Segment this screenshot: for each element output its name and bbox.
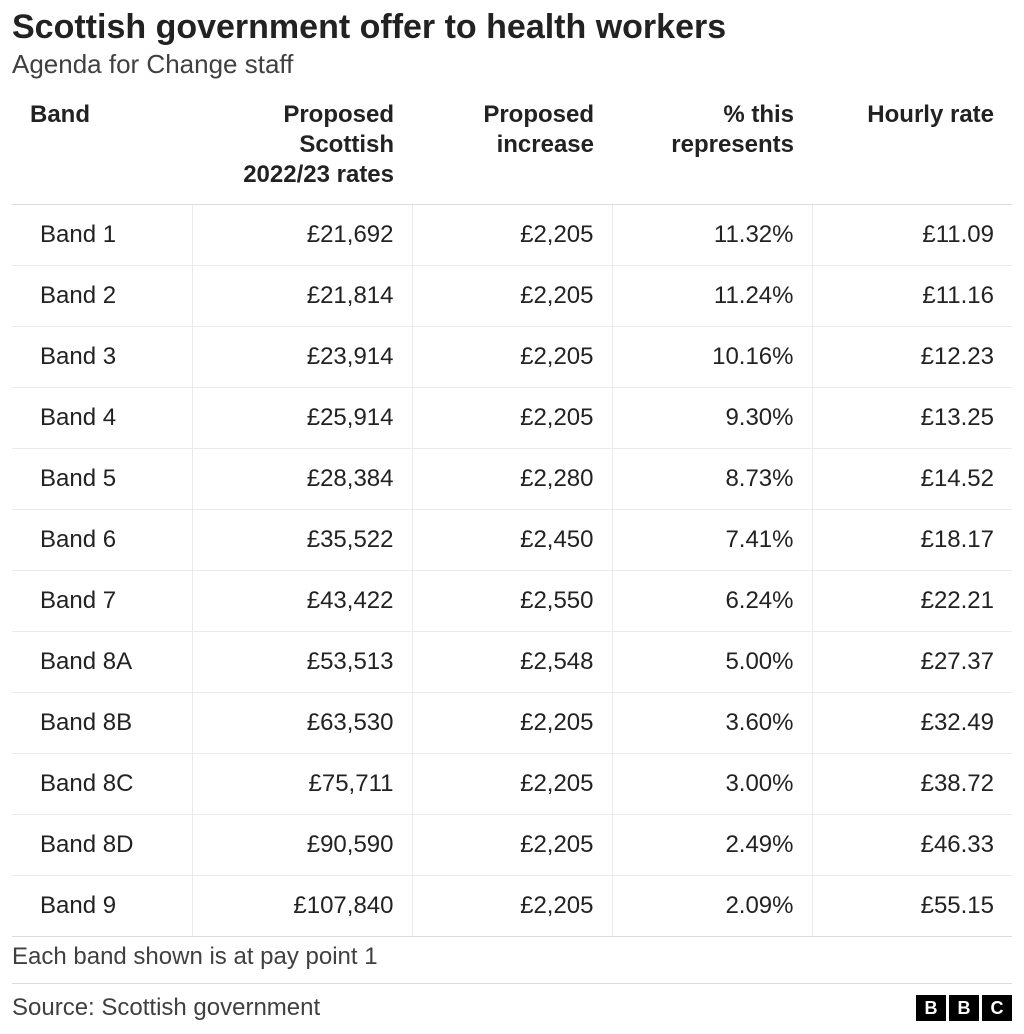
table-row: Band 8D£90,590£2,2052.49%£46.33 xyxy=(12,815,1012,876)
source-row: Source: Scottish government B B C xyxy=(12,983,1012,1022)
table-cell: £63,530 xyxy=(192,693,412,754)
col-percent: % this represents xyxy=(612,90,812,205)
table-cell: 7.41% xyxy=(612,510,812,571)
table-row: Band 5£28,384£2,2808.73%£14.52 xyxy=(12,449,1012,510)
table-cell: Band 1 xyxy=(12,205,192,266)
bbc-logo-b1: B xyxy=(916,995,946,1021)
table-cell: £12.23 xyxy=(812,327,1012,388)
table-cell: 10.16% xyxy=(612,327,812,388)
source-text: Source: Scottish government xyxy=(12,994,320,1022)
table-cell: £27.37 xyxy=(812,632,1012,693)
table-cell: Band 8D xyxy=(12,815,192,876)
table-cell: £21,692 xyxy=(192,205,412,266)
table-cell: £2,205 xyxy=(412,266,612,327)
table-row: Band 1£21,692£2,20511.32%£11.09 xyxy=(12,205,1012,266)
table-cell: £2,280 xyxy=(412,449,612,510)
table-cell: 6.24% xyxy=(612,571,812,632)
chart-title: Scottish government offer to health work… xyxy=(12,8,1012,47)
table-cell: £53,513 xyxy=(192,632,412,693)
table-cell: 8.73% xyxy=(612,449,812,510)
table-cell: £107,840 xyxy=(192,876,412,937)
table-cell: 2.49% xyxy=(612,815,812,876)
bbc-logo-c: C xyxy=(982,995,1012,1021)
table-cell: £90,590 xyxy=(192,815,412,876)
table-cell: 11.24% xyxy=(612,266,812,327)
table-cell: £43,422 xyxy=(192,571,412,632)
table-cell: Band 8B xyxy=(12,693,192,754)
chart-subtitle: Agenda for Change staff xyxy=(12,49,1012,80)
table-cell: 3.00% xyxy=(612,754,812,815)
footnote: Each band shown is at pay point 1 xyxy=(12,937,1012,975)
table-cell: Band 9 xyxy=(12,876,192,937)
table-cell: £18.17 xyxy=(812,510,1012,571)
table-row: Band 8A£53,513£2,5485.00%£27.37 xyxy=(12,632,1012,693)
table-cell: £2,550 xyxy=(412,571,612,632)
table-cell: £2,205 xyxy=(412,876,612,937)
table-cell: Band 3 xyxy=(12,327,192,388)
table-row: Band 3£23,914£2,20510.16%£12.23 xyxy=(12,327,1012,388)
table-row: Band 8C£75,711£2,2053.00%£38.72 xyxy=(12,754,1012,815)
table-cell: Band 4 xyxy=(12,388,192,449)
table-cell: £28,384 xyxy=(192,449,412,510)
bbc-logo-b2: B xyxy=(949,995,979,1021)
table-cell: 11.32% xyxy=(612,205,812,266)
col-hourly: Hourly rate xyxy=(812,90,1012,205)
table-cell: Band 8A xyxy=(12,632,192,693)
table-cell: £2,205 xyxy=(412,693,612,754)
table-cell: Band 6 xyxy=(12,510,192,571)
col-rates: Proposed Scottish 2022/23 rates xyxy=(192,90,412,205)
table-row: Band 8B£63,530£2,2053.60%£32.49 xyxy=(12,693,1012,754)
table-cell: £11.09 xyxy=(812,205,1012,266)
table-row: Band 6£35,522£2,4507.41%£18.17 xyxy=(12,510,1012,571)
table-cell: Band 2 xyxy=(12,266,192,327)
table-cell: £21,814 xyxy=(192,266,412,327)
table-row: Band 9£107,840£2,2052.09%£55.15 xyxy=(12,876,1012,937)
table-cell: £55.15 xyxy=(812,876,1012,937)
table-cell: £35,522 xyxy=(192,510,412,571)
col-increase: Proposed increase xyxy=(412,90,612,205)
table-row: Band 7£43,422£2,5506.24%£22.21 xyxy=(12,571,1012,632)
table-header-row: Band Proposed Scottish 2022/23 rates Pro… xyxy=(12,90,1012,205)
table-cell: 9.30% xyxy=(612,388,812,449)
table-row: Band 4£25,914£2,2059.30%£13.25 xyxy=(12,388,1012,449)
table-cell: £22.21 xyxy=(812,571,1012,632)
table-cell: £23,914 xyxy=(192,327,412,388)
table-row: Band 2£21,814£2,20511.24%£11.16 xyxy=(12,266,1012,327)
table-cell: £2,450 xyxy=(412,510,612,571)
table-cell: £2,205 xyxy=(412,205,612,266)
table-cell: £11.16 xyxy=(812,266,1012,327)
table-cell: £75,711 xyxy=(192,754,412,815)
col-band: Band xyxy=(12,90,192,205)
table-cell: £2,205 xyxy=(412,327,612,388)
table-cell: 2.09% xyxy=(612,876,812,937)
table-cell: Band 8C xyxy=(12,754,192,815)
table-cell: £46.33 xyxy=(812,815,1012,876)
table-cell: £2,205 xyxy=(412,754,612,815)
table-cell: £2,205 xyxy=(412,388,612,449)
table-cell: £13.25 xyxy=(812,388,1012,449)
table-cell: 5.00% xyxy=(612,632,812,693)
table-cell: £2,205 xyxy=(412,815,612,876)
table-cell: £38.72 xyxy=(812,754,1012,815)
table-cell: Band 5 xyxy=(12,449,192,510)
table-cell: £2,548 xyxy=(412,632,612,693)
table-cell: £14.52 xyxy=(812,449,1012,510)
table-cell: £32.49 xyxy=(812,693,1012,754)
pay-table: Band Proposed Scottish 2022/23 rates Pro… xyxy=(12,90,1012,937)
bbc-logo: B B C xyxy=(916,995,1012,1021)
table-cell: Band 7 xyxy=(12,571,192,632)
table-cell: £25,914 xyxy=(192,388,412,449)
table-cell: 3.60% xyxy=(612,693,812,754)
